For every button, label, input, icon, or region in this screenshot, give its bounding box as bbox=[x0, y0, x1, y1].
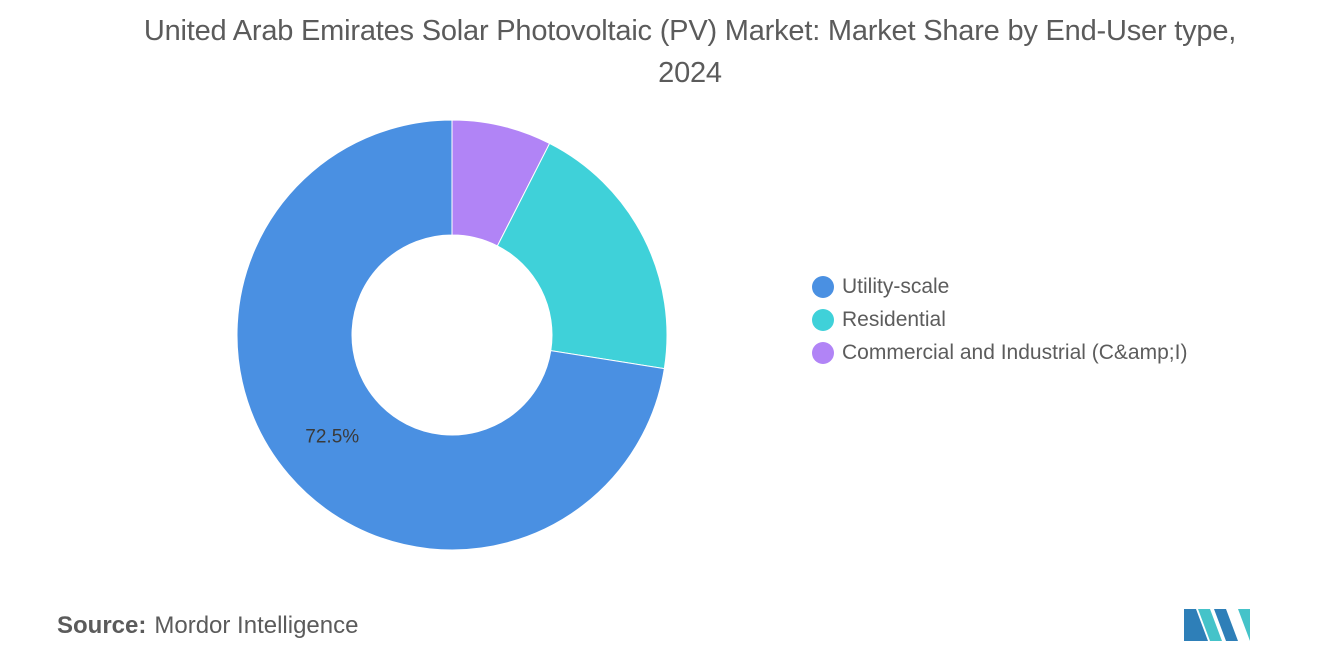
donut-slices bbox=[236, 119, 668, 551]
legend-item-utility-scale[interactable]: Utility-scale bbox=[812, 270, 1187, 303]
logo-shape-4 bbox=[1238, 609, 1250, 641]
legend-swatch bbox=[812, 275, 834, 298]
chart-legend: Utility-scale Residential Commercial and… bbox=[812, 270, 1187, 369]
logo-shape-1 bbox=[1184, 609, 1208, 641]
legend-swatch bbox=[812, 308, 834, 331]
legend-item-commercial-industrial[interactable]: Commercial and Industrial (C&amp;I) bbox=[812, 336, 1187, 369]
legend-item-residential[interactable]: Residential bbox=[812, 303, 1187, 336]
legend-label: Commercial and Industrial (C&amp;I) bbox=[842, 340, 1188, 364]
slice-labels: 72.5% bbox=[305, 426, 359, 447]
logo-shape-3 bbox=[1214, 609, 1238, 641]
legend-swatch bbox=[812, 341, 834, 364]
slice-label-utility-scale: 72.5% bbox=[305, 426, 359, 447]
legend-label: Utility-scale bbox=[842, 274, 950, 298]
source-value: Mordor Intelligence bbox=[154, 612, 359, 639]
chart-title: United Arab Emirates Solar Photovoltaic … bbox=[143, 15, 1237, 89]
source-note: Source: Mordor Intelligence bbox=[57, 612, 358, 640]
source-label: Source: bbox=[57, 612, 147, 639]
slice-residential[interactable] bbox=[496, 142, 668, 370]
mordor-intelligence-logo bbox=[1184, 609, 1250, 641]
logo-shape-2 bbox=[1198, 609, 1222, 641]
slice-utility-scale[interactable] bbox=[236, 119, 665, 551]
legend-label: Residential bbox=[842, 307, 946, 331]
